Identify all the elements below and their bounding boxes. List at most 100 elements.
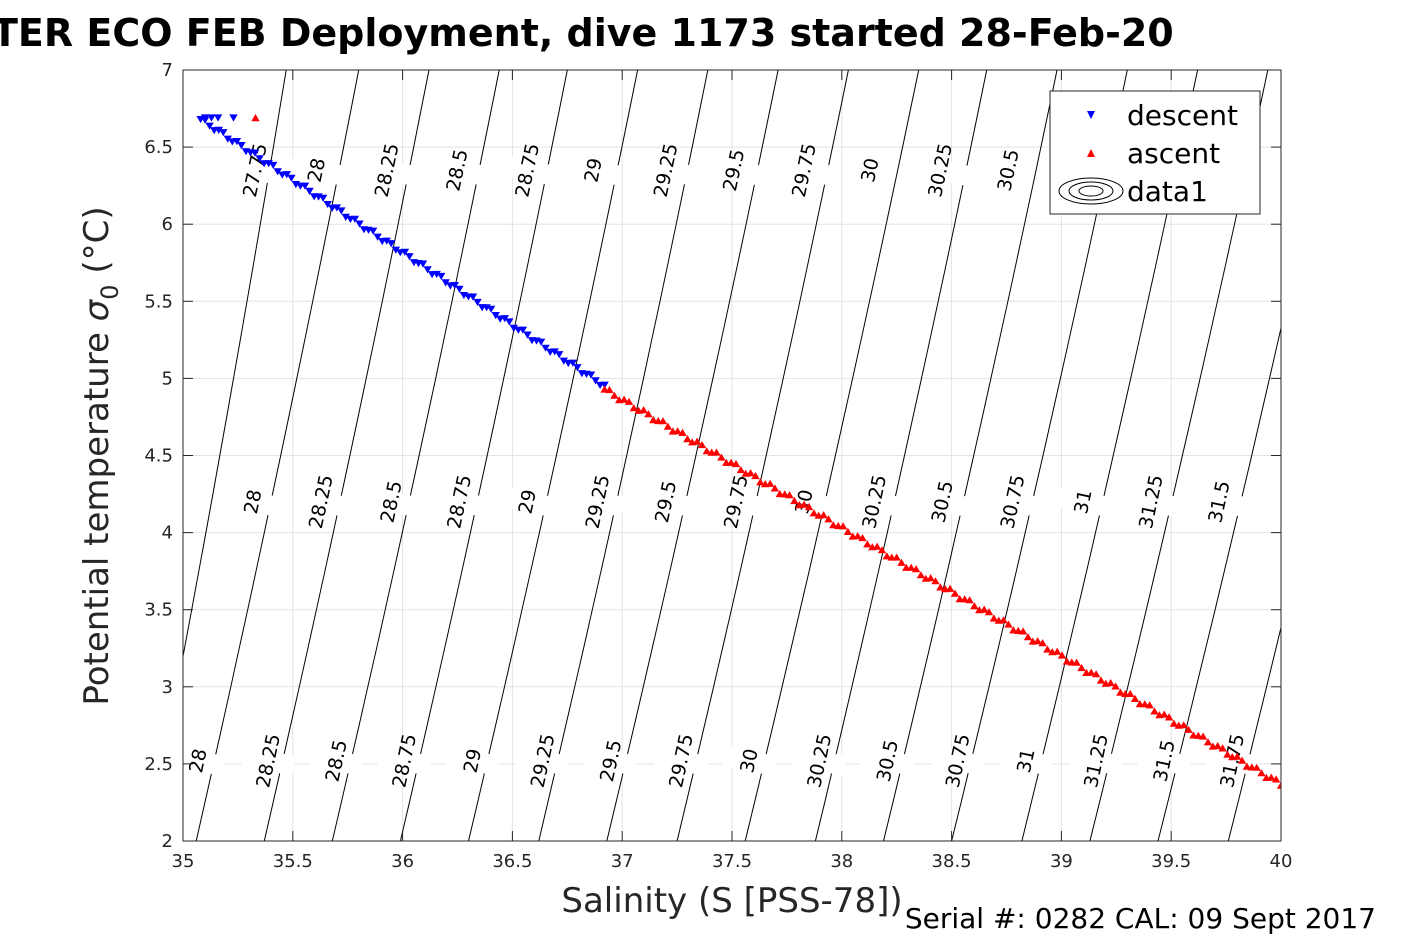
- contour-label: 28: [240, 488, 267, 516]
- legend-data1-label: data1: [1127, 175, 1208, 208]
- descent-point: [523, 331, 532, 339]
- descent-point: [391, 246, 400, 254]
- contour-label-bg: [377, 745, 433, 777]
- ascent-point: [1257, 769, 1266, 777]
- contour-label-bg: [225, 486, 281, 517]
- ascent-point: [819, 511, 828, 519]
- contour-label-bg: [981, 155, 1037, 186]
- ascent-point: [1223, 750, 1232, 758]
- ascent-point: [1242, 762, 1252, 770]
- contour-label-bg: [653, 745, 710, 777]
- descent-point: [405, 253, 414, 261]
- ascent-point: [736, 466, 746, 474]
- ascent-point: [1087, 668, 1096, 676]
- ascent-point: [702, 447, 711, 455]
- contour-label-bg: [708, 486, 764, 517]
- ascent-point: [950, 589, 960, 597]
- descent-point: [432, 270, 441, 278]
- descent-point: [323, 201, 332, 209]
- contour-label: 29.5: [651, 479, 681, 525]
- ascent-point: [1184, 725, 1193, 733]
- density-contour-line: [883, 70, 1058, 841]
- density-contour-line: [814, 70, 988, 841]
- descent-point: [350, 215, 360, 223]
- ascent-point: [1267, 773, 1276, 781]
- descent-point: [337, 207, 346, 215]
- descent-point: [287, 174, 296, 182]
- density-contour-line: [263, 70, 430, 841]
- contour-label: 29.5: [719, 147, 749, 193]
- legend-descent-marker: [1087, 111, 1095, 119]
- descent-point: [205, 122, 214, 130]
- y-tick-label: 6: [162, 214, 173, 235]
- ascent-point: [1160, 710, 1169, 718]
- x-axis-label: Salinity (S [PSS-78]): [561, 881, 902, 921]
- y-tick-label: 3: [162, 677, 173, 698]
- descent-point: [600, 381, 609, 389]
- y-tick-label: 5: [162, 368, 173, 389]
- ascent-point: [853, 532, 862, 540]
- contour-label-bg: [792, 745, 848, 777]
- contour-label: 31: [1070, 488, 1097, 516]
- density-contour-line: [1227, 625, 1281, 841]
- ascent-point: [945, 584, 955, 592]
- contour-label-bg: [722, 745, 778, 777]
- descent-point: [491, 312, 500, 320]
- ascent-point: [1111, 682, 1120, 690]
- ascent-point: [785, 491, 794, 499]
- descent-point: [586, 371, 596, 379]
- contour-label-bg: [289, 155, 345, 186]
- descent-point: [573, 364, 582, 372]
- descent-point: [437, 272, 446, 280]
- ascent-point: [1023, 633, 1033, 641]
- chart-title: TER ECO FEB Deployment, dive 1173 starte…: [0, 11, 1174, 55]
- x-tick-label: 38: [830, 851, 853, 872]
- contour-label: 29: [580, 156, 607, 184]
- descent-point: [282, 171, 291, 179]
- ascent-point: [858, 534, 867, 542]
- ascent-point: [697, 441, 707, 449]
- descent-point: [332, 204, 341, 212]
- ascent-point: [1169, 719, 1179, 727]
- contour-label-bg: [1192, 486, 1248, 517]
- contour-label-bg: [985, 486, 1041, 517]
- contour-label-bg: [500, 486, 556, 517]
- x-tick-label: 35: [172, 851, 195, 872]
- contour-label: 31: [1013, 747, 1040, 775]
- ascent-point: [1203, 738, 1213, 746]
- legend-descent-label: descent: [1127, 99, 1238, 132]
- descent-point: [423, 266, 432, 274]
- contour-label-bg: [583, 745, 639, 777]
- descent-point: [341, 213, 350, 221]
- ascent-point: [804, 502, 814, 511]
- ascent-point: [965, 596, 974, 604]
- contour-label-bg: [570, 486, 626, 517]
- ascent-point: [1252, 763, 1261, 771]
- descent-point: [223, 135, 232, 143]
- ascent-point: [980, 605, 989, 613]
- density-contour-line: [468, 70, 639, 841]
- ascent-point: [1057, 651, 1067, 659]
- ascent-point: [605, 386, 614, 394]
- descent-point: [305, 187, 314, 195]
- ascent-point: [1116, 688, 1125, 696]
- ascent-point: [1033, 637, 1042, 645]
- ascent-point: [624, 397, 634, 405]
- ascent-point: [1018, 627, 1028, 635]
- y-tick-label: 4.5: [144, 446, 173, 467]
- y-tick-label: 2.5: [144, 754, 173, 775]
- x-tick-label: 38.5: [932, 851, 972, 872]
- descent-point: [232, 138, 242, 146]
- density-contours: [183, 70, 1281, 841]
- contour-label-bg: [998, 745, 1054, 777]
- ascent-point: [751, 471, 760, 480]
- x-tick-label: 39.5: [1151, 851, 1191, 872]
- ascent-point: [717, 453, 726, 461]
- legend: descent ascent data1: [1049, 90, 1261, 215]
- ascent-point: [1271, 775, 1281, 783]
- descent-point: [441, 279, 450, 287]
- descent-point: [500, 315, 509, 323]
- ascent-point: [1218, 744, 1227, 752]
- descent-point: [591, 377, 600, 385]
- contour-label: 31.5: [1149, 738, 1179, 784]
